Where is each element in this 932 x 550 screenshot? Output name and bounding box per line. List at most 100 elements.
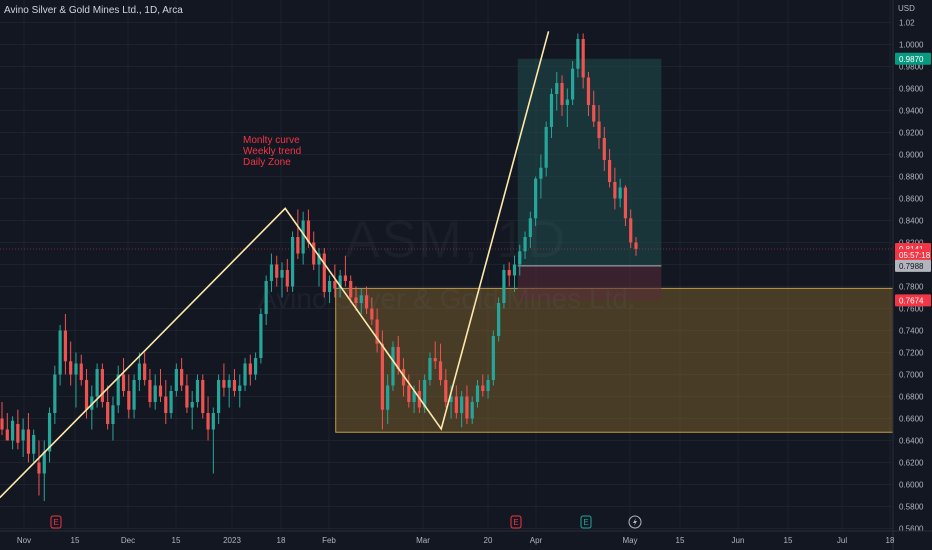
x-tick-label: 18 (277, 536, 286, 545)
candle-body (475, 385, 480, 402)
x-tick-label: 20 (484, 536, 493, 545)
candle-body (10, 420, 15, 441)
candle-body (375, 319, 379, 344)
y-tick-label: 0.6800 (899, 393, 924, 402)
candle-body (571, 68, 575, 100)
y-tick-label: 0.6400 (899, 437, 924, 446)
candle-body (190, 402, 194, 408)
x-tick-label: Nov (17, 536, 31, 545)
x-tick-label: Dec (121, 536, 135, 545)
candle-body (58, 330, 62, 375)
zones-layer (0, 58, 894, 433)
candle-body (581, 39, 585, 78)
candle-body (312, 242, 316, 265)
y-tick-label: 0.8800 (899, 173, 924, 182)
x-axis[interactable]: Nov 15 Dec 15 2023 18 Feb Mar 20 Apr May 15 Jun 15 Jul… (0, 530, 932, 545)
trend-lines-layer (0, 31, 550, 499)
candle-body (634, 242, 638, 249)
watermark-ticker: ASM, 1D (345, 211, 568, 269)
candle-body (222, 380, 226, 388)
candle-body (491, 336, 495, 380)
candle-body (401, 369, 406, 386)
stop-zone (517, 265, 662, 301)
candle-body (534, 178, 538, 219)
price-label-box (895, 52, 931, 65)
candle-body (201, 380, 205, 413)
candle-body (280, 270, 284, 278)
candle-body (322, 253, 326, 292)
annotation-line-daily: Daily Zone (243, 157, 291, 168)
x-tick-label: 2023 (223, 536, 241, 545)
price-label-box (895, 259, 931, 272)
candle-body (90, 396, 94, 410)
y-tick-label: 0.5600 (899, 525, 924, 534)
candle-body (137, 363, 141, 380)
candle-body (95, 369, 99, 397)
candle-body (227, 380, 231, 388)
candle-body (116, 374, 120, 406)
candle-body (497, 303, 501, 336)
candle-body (243, 363, 247, 386)
symbol-title[interactable]: Avino Silver & Gold Mines Ltd., 1D, Arca (4, 5, 183, 16)
candle-body (317, 253, 321, 265)
x-tick-label: Mar (416, 536, 430, 545)
candle-body (164, 396, 168, 413)
candle-body (47, 413, 52, 452)
earnings-marker-label: E (53, 518, 58, 527)
candle-body (153, 385, 157, 402)
y-tick-label: 0.6200 (899, 459, 924, 468)
candle-body (349, 281, 353, 298)
price-label: 0.7674 (899, 296, 924, 305)
watermark-company: Avino Silver & Gold Mines Ltd. (258, 283, 636, 314)
candle-body (285, 270, 289, 287)
y-tick-label: 0.6000 (899, 481, 924, 490)
candle-body (180, 369, 184, 386)
annotation-text[interactable]: Monlty curve Weekly trend Daily Zone (243, 135, 301, 168)
candle-body (412, 391, 416, 402)
candle-body (16, 424, 20, 443)
candle-body (623, 187, 628, 219)
y-tick-label: 0.9600 (899, 85, 924, 94)
candle-body (0, 418, 4, 430)
candle-body (486, 380, 490, 391)
candle-body (549, 94, 554, 127)
y-tick-label: 0.7600 (899, 305, 924, 314)
candle-body (518, 251, 522, 265)
candle-body (53, 374, 57, 413)
price-label: 0.9870 (899, 55, 924, 64)
candle-body (306, 220, 311, 243)
candle-body (354, 297, 358, 303)
candle-body (539, 167, 543, 179)
candle-body (143, 363, 147, 380)
x-tick-label: 15 (676, 536, 685, 545)
candle-body (100, 369, 104, 402)
earnings-marker-label: E (513, 518, 518, 527)
y-tick-label: 0.7800 (899, 283, 924, 292)
candle-body (380, 343, 384, 410)
candle-body (254, 358, 258, 375)
price-label: 0.7988 (899, 262, 924, 271)
candle-body (460, 396, 464, 413)
candle-body (106, 402, 110, 424)
candle-body (211, 413, 215, 430)
candle-body (449, 396, 453, 402)
candle-body (169, 391, 173, 413)
y-tick-label: 0.7200 (899, 349, 924, 358)
candle-body (127, 391, 131, 410)
candle-body (174, 369, 178, 391)
candle-body (618, 187, 622, 199)
candle-body (185, 385, 189, 408)
candle-body (396, 347, 400, 369)
y-axis[interactable]: 1.02 1.0000 0.9800 0.9600 0.9400 0.9200 0.9000… (892, 0, 924, 550)
x-tick-label: Apr (530, 536, 543, 545)
candle-body (407, 385, 411, 402)
candle-body (69, 361, 73, 375)
candle-body (158, 385, 163, 397)
candle-body (433, 358, 437, 362)
earnings-marker (510, 515, 522, 529)
candle-body (259, 314, 263, 358)
x-tick-label: Jun (732, 536, 745, 545)
